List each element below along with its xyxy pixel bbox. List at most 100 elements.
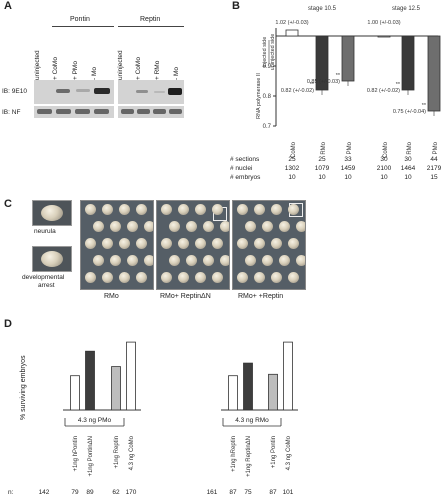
lane-label: + CoMo: [52, 57, 59, 80]
lane-label: uninjected: [117, 50, 124, 80]
arrest-label-line1: developmental: [22, 274, 65, 281]
embryo: [254, 238, 265, 249]
embryo: [127, 255, 138, 266]
embryo: [178, 238, 189, 249]
bar-value-label: 0.85 (+/-0.03): [307, 79, 340, 85]
bar-category-label: 4.3 ng CoMo: [129, 435, 135, 470]
band: [137, 109, 150, 114]
lane-label: - Mo: [173, 67, 180, 80]
table-cell: 30: [404, 156, 412, 163]
n-label: n:: [8, 489, 14, 496]
table-cell: 33: [344, 156, 352, 163]
bar-category-label: RMo: [407, 141, 413, 154]
panel-d-letter: D: [4, 318, 12, 330]
embryo: [237, 238, 248, 249]
row-label-ib1: IB: 9E10: [2, 88, 27, 95]
blot-reptin-nf: [118, 106, 184, 118]
bar: [70, 375, 80, 411]
embryo: [245, 221, 256, 232]
n-value: 62: [112, 489, 120, 496]
reptin-header-line: [118, 26, 184, 27]
embryo: [279, 255, 290, 266]
embryo: [245, 255, 256, 266]
table-cell: 15: [430, 174, 438, 181]
neurula-thumbnail: [32, 200, 72, 226]
n-value: 89: [86, 489, 94, 496]
bar-category-label: 4.3 ng CoMo: [286, 435, 292, 470]
embryo: [271, 238, 282, 249]
bar-category-label: +1ng Pontin: [271, 436, 277, 468]
bar-value-label: 0.75 (+/-0.04): [393, 109, 426, 115]
stage-label: stage 10.5: [308, 6, 337, 12]
bar: [401, 35, 415, 91]
plate-label-rmo-reptin: RMo+ +Reptin: [238, 293, 284, 300]
bar: [243, 362, 253, 411]
n-value: 87: [229, 489, 237, 496]
arrest-thumbnail: [32, 246, 72, 272]
embryo: [110, 255, 121, 266]
embryo: [203, 255, 214, 266]
embryo: [127, 221, 138, 232]
bar: [126, 341, 136, 411]
table-cell: 10: [288, 174, 296, 181]
band: [121, 109, 134, 114]
y-axis-label: RNA polymerase II: [256, 73, 262, 119]
embryo: [220, 255, 229, 266]
table-cell: 2100: [377, 165, 392, 172]
embryo: [262, 221, 273, 232]
table-cell: 10: [344, 174, 352, 181]
embryo: [93, 255, 104, 266]
y-tick-label: 0.9: [263, 64, 272, 70]
panel-b-chart: 0.9 0.8 0.7 injected side uninjected side RNA…: [230, 6, 442, 181]
embryo: [136, 238, 147, 249]
row-label-ib2: IB: NF: [2, 109, 21, 116]
embryo: [41, 205, 63, 221]
y-tick-label: 0.7: [263, 124, 272, 130]
table-row-label: # nuclei: [230, 165, 252, 172]
embryo: [279, 221, 290, 232]
embryo: [144, 255, 153, 266]
bar-value-label: 0.82 (+/-0.02): [367, 88, 400, 94]
pontin-header: Pontin: [70, 16, 90, 23]
bar-category-label: CoMo: [383, 141, 389, 158]
embryo: [212, 238, 223, 249]
significance-mark: **: [396, 82, 401, 88]
reptin-header: Reptin: [140, 16, 161, 23]
embryo: [169, 255, 180, 266]
bar-category-label: +1ng hReptin: [231, 436, 237, 472]
neurula-label: neurula: [34, 228, 56, 235]
band: [154, 91, 165, 93]
table-row-label: # sections: [230, 156, 260, 163]
group-label: 4.3 ng RMo: [235, 417, 269, 424]
bar: [228, 375, 238, 411]
bar: [377, 35, 391, 38]
embryo: [119, 238, 130, 249]
bar-category-label: +1ng hPontin: [73, 436, 79, 472]
n-value: 161: [207, 489, 218, 496]
table-cell: 2179: [427, 165, 442, 172]
bar-category-label: PMo: [433, 141, 439, 154]
embryo: [271, 272, 282, 283]
bar: [341, 35, 355, 82]
table-cell: 10: [404, 174, 412, 181]
bar-category-label: +1ng ReptinΔN: [246, 436, 252, 477]
bar: [427, 35, 441, 112]
bar-category-label: PMo: [347, 141, 353, 154]
n-value: 142: [39, 489, 50, 496]
lane-label: - Mo: [91, 67, 98, 80]
embryo: [169, 221, 180, 232]
band: [94, 109, 109, 114]
bar: [85, 350, 95, 411]
n-value: 87: [269, 489, 277, 496]
band: [56, 89, 70, 93]
embryo: [85, 238, 96, 249]
plate-rmo-reptin: [232, 200, 306, 290]
embryo: [102, 204, 113, 215]
table-cell: 25: [288, 156, 296, 163]
lane-label: uninjected: [34, 50, 41, 80]
group-label: 4.3 ng PMo: [78, 417, 112, 424]
plate-label-rmo-reptin-deltan: RMo+ ReptinΔN: [160, 293, 211, 300]
table-cell: 10: [380, 174, 388, 181]
embryo: [296, 221, 305, 232]
table-cell: 1464: [401, 165, 416, 172]
